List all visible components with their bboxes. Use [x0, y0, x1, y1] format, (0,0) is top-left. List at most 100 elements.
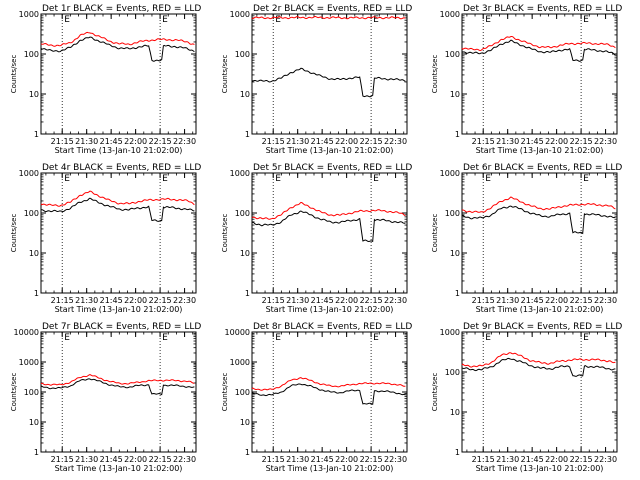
lld-rate-line — [461, 196, 616, 213]
y-tick-label: 10 — [29, 90, 39, 99]
plot-frame — [251, 331, 408, 453]
x-tick-label: 21:30 — [75, 455, 98, 464]
x-tick-label: 21:30 — [496, 455, 519, 464]
y-tick-label: 1 — [34, 130, 39, 139]
x-axis-label: Start Time (13-Jan-10 21:02:00) — [476, 464, 604, 473]
x-tick-label: 21:30 — [286, 137, 309, 146]
x-tick-label: 21:30 — [75, 296, 98, 305]
event-marker-label: E — [373, 333, 379, 343]
x-axis-label: Start Time (13-Jan-10 21:02:00) — [266, 146, 394, 155]
lld-rate-line — [251, 377, 406, 391]
event-marker-label: E — [275, 15, 281, 25]
x-tick-label: 22:00 — [335, 455, 358, 464]
x-axis-label: Start Time (13-Jan-10 21:02:00) — [476, 305, 604, 314]
x-tick-label: 22:15 — [360, 296, 383, 305]
event-marker-label: E — [64, 15, 70, 25]
x-tick-label: 22:00 — [124, 455, 147, 464]
y-axis-label: Counts/sec — [221, 373, 229, 412]
x-tick-label: 22:15 — [360, 455, 383, 464]
event-marker-label: E — [373, 15, 379, 25]
event-marker-label: E — [583, 15, 589, 25]
y-tick-label: 1000 — [230, 358, 250, 367]
x-tick-label: 21:45 — [100, 455, 123, 464]
plot-title: Det 1r BLACK = Events, RED = LLD — [42, 4, 201, 14]
y-axis-label: Counts/sec — [10, 373, 18, 412]
y-axis-label: Counts/sec — [431, 373, 439, 412]
events-rate-line — [40, 378, 195, 396]
y-tick-label: 10 — [240, 418, 250, 427]
plot-frame — [461, 331, 618, 453]
y-tick-label: 1000 — [19, 10, 39, 19]
y-tick-label: 1000 — [440, 169, 460, 178]
y-tick-label: 10 — [240, 90, 250, 99]
y-tick-label: 1 — [455, 289, 460, 298]
x-axis-label: Start Time (13-Jan-10 21:02:00) — [266, 305, 394, 314]
plot-title: Det 7r BLACK = Events, RED = LLD — [42, 322, 201, 332]
events-rate-line — [251, 210, 406, 243]
event-marker-label: E — [64, 174, 70, 184]
x-axis-label: Start Time (13-Jan-10 21:02:00) — [55, 146, 183, 155]
x-tick-label: 21:15 — [51, 455, 74, 464]
x-tick-label: 22:00 — [124, 296, 147, 305]
x-tick-label: 22:30 — [173, 137, 196, 146]
lld-rate-line — [40, 31, 195, 47]
y-tick-label: 10 — [450, 408, 460, 417]
y-tick-label: 1 — [245, 130, 250, 139]
x-tick-label: 21:15 — [472, 455, 495, 464]
x-tick-label: 21:45 — [100, 137, 123, 146]
y-tick-label: 10000 — [225, 328, 250, 337]
y-axis-label: Counts/sec — [10, 214, 18, 253]
y-tick-label: 10 — [29, 418, 39, 427]
x-tick-label: 22:00 — [335, 137, 358, 146]
y-tick-label: 10000 — [14, 328, 39, 337]
plot-title: Det 6r BLACK = Events, RED = LLD — [463, 163, 622, 173]
x-tick-label: 21:15 — [51, 296, 74, 305]
y-tick-label: 1000 — [440, 10, 460, 19]
x-axis-label: Start Time (13-Jan-10 21:02:00) — [55, 464, 183, 473]
x-tick-label: 22:30 — [173, 455, 196, 464]
x-tick-label: 21:15 — [51, 137, 74, 146]
events-rate-line — [461, 205, 616, 235]
x-tick-label: 21:45 — [311, 296, 334, 305]
y-axis-label: Counts/sec — [221, 214, 229, 253]
events-rate-line — [461, 357, 616, 377]
lld-rate-line — [251, 16, 406, 20]
x-tick-label: 22:00 — [545, 137, 568, 146]
event-marker-label: E — [485, 333, 491, 343]
events-rate-line — [461, 39, 616, 62]
plot-frame — [461, 13, 618, 135]
plot-frame — [40, 13, 197, 135]
lld-rate-line — [251, 201, 406, 220]
plot-frame — [40, 172, 197, 294]
x-tick-label: 21:45 — [521, 296, 544, 305]
plot-frame — [251, 13, 408, 135]
events-rate-line — [40, 36, 195, 62]
x-tick-label: 22:15 — [360, 137, 383, 146]
x-tick-label: 21:15 — [262, 296, 285, 305]
event-marker-label: E — [583, 174, 589, 184]
y-tick-label: 100 — [445, 50, 460, 59]
x-tick-label: 22:30 — [594, 296, 617, 305]
x-tick-label: 21:30 — [286, 455, 309, 464]
y-tick-label: 1 — [34, 448, 39, 457]
x-axis-label: Start Time (13-Jan-10 21:02:00) — [55, 305, 183, 314]
y-tick-label: 1 — [455, 448, 460, 457]
y-tick-label: 1000 — [230, 10, 250, 19]
x-tick-label: 21:15 — [472, 296, 495, 305]
y-tick-label: 1 — [245, 448, 250, 457]
lld-rate-line — [40, 190, 195, 207]
plot-title: Det 9r BLACK = Events, RED = LLD — [463, 322, 622, 332]
x-tick-label: 21:15 — [472, 137, 495, 146]
x-tick-label: 22:15 — [570, 137, 593, 146]
y-tick-label: 100 — [235, 209, 250, 218]
event-marker-label: E — [162, 174, 168, 184]
x-tick-label: 21:15 — [262, 137, 285, 146]
x-tick-label: 22:30 — [384, 455, 407, 464]
x-tick-label: 22:30 — [594, 137, 617, 146]
